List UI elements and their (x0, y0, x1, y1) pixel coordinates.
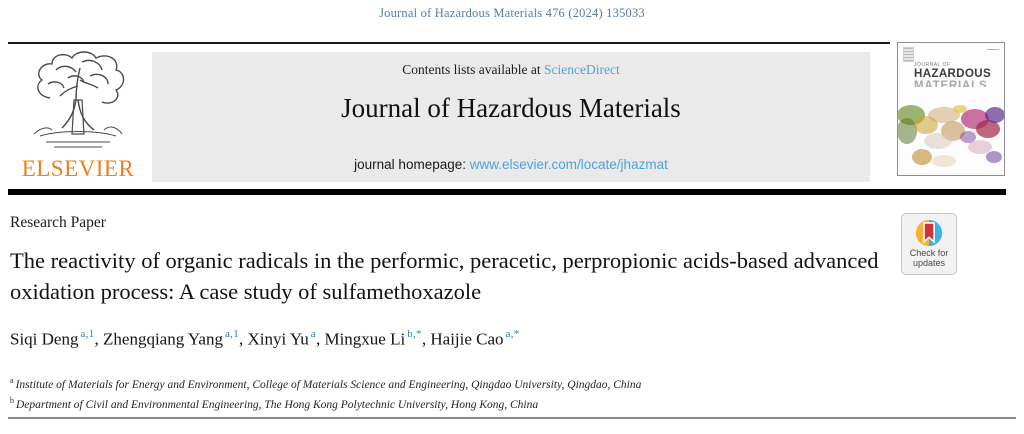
author-name: Zhengqiang Yang (103, 329, 223, 349)
elsevier-wordmark: ELSEVIER (21, 156, 135, 181)
affiliation-list: a Institute of Materials for Energy and E… (10, 373, 890, 413)
author-separator: , (315, 329, 325, 349)
badge-text-line1: Check for (909, 248, 949, 258)
author-name: Siqi Deng (10, 329, 79, 349)
sciencedirect-link[interactable]: ScienceDirect (544, 62, 620, 77)
author-name: Xinyi Yu (247, 329, 309, 349)
affiliation-text: Institute of Materials for Energy and En… (15, 378, 642, 391)
author-name: Mingxue Li (324, 329, 406, 349)
author-affiliation-marker: a (310, 328, 316, 340)
author-affiliation-marker: a,1 (224, 328, 240, 340)
journal-title: Journal of Hazardous Materials (341, 93, 681, 123)
affiliation-text: Department of Civil and Environmental En… (16, 398, 539, 411)
contents-prefix: Contents lists available at (402, 62, 544, 77)
author-separator: , (421, 329, 431, 349)
homepage-url-link[interactable]: www.elsevier.com/locate/jhazmat (469, 157, 668, 172)
crossmark-icon (902, 218, 956, 248)
article-type-label: Research Paper (10, 214, 106, 231)
affiliation-marker: a (10, 376, 14, 385)
affiliation-item: b Department of Civil and Environmental E… (10, 393, 890, 413)
author-list: Siqi Deng a,1, Zhengqiang Yang a,1, Xinyi … (10, 328, 890, 350)
contents-line: Contents lists available at ScienceDirec… (152, 62, 870, 78)
journal-banner: Contents lists available at ScienceDirec… (152, 52, 870, 182)
author-separator: , (94, 329, 104, 349)
homepage-line: journal homepage: www.elsevier.com/locat… (152, 157, 870, 172)
author-separator: , (239, 329, 248, 349)
affiliation-marker: b (10, 395, 14, 405)
author-affiliation-marker: a,* (505, 328, 520, 340)
section-divider-rule (8, 189, 1006, 195)
journal-cover-thumbnail: JOURNAL OF HAZARDOUS MATERIALS (897, 42, 1005, 176)
elsevier-tree-icon (12, 50, 144, 154)
cover-corner-dash (987, 49, 999, 50)
author-name: Haijie Cao (430, 329, 504, 349)
footer-rule (8, 417, 1016, 419)
journal-citation: Journal of Hazardous Materials 476 (2024… (379, 6, 645, 20)
badge-text-line2: updates (912, 258, 946, 268)
article-title: The reactivity of organic radicals in th… (10, 248, 879, 304)
homepage-prefix: journal homepage: (354, 157, 470, 172)
affiliation-item: a Institute of Materials for Energy and E… (10, 373, 890, 393)
elsevier-logo: ELSEVIER (12, 50, 144, 182)
cover-journal-of: JOURNAL OF (914, 62, 951, 68)
check-for-updates-badge[interactable]: Check for updates (901, 213, 957, 275)
author-affiliation-marker: b,* (407, 328, 422, 340)
cover-hazardous: HAZARDOUS (914, 68, 992, 81)
author-affiliation-marker: a,1 (80, 328, 95, 340)
cover-publisher-stamp-icon (903, 47, 914, 62)
header-top-rule (8, 42, 890, 44)
